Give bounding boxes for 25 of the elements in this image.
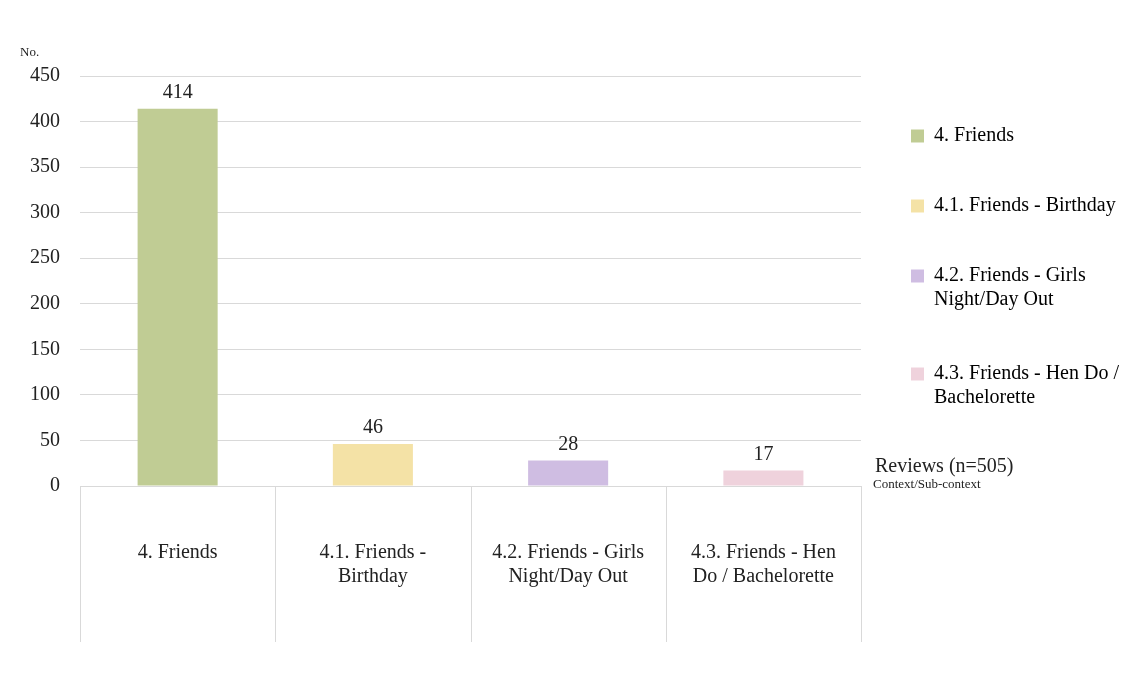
y-tick-label: 250 (30, 245, 60, 268)
data-label: 17 (753, 441, 774, 464)
y-tick-label: 400 (30, 108, 60, 131)
legend-label: 4.3. Friends - Hen Do / Bachelorette (934, 361, 1120, 408)
data-label: 28 (558, 431, 579, 454)
text: Reviews (n=505) (875, 454, 1014, 477)
y-tick-label: 350 (30, 154, 60, 177)
x-tick-label: 4. Friends (137, 540, 218, 563)
y-axis-title: No. (20, 44, 40, 60)
y-tick-label: 200 (30, 291, 60, 314)
x-tick-label: 4.1. Friends - Birthday (319, 540, 427, 588)
x-axis-title: Context/Sub-context (873, 476, 981, 492)
data-label: 414 (162, 80, 193, 103)
y-tick-label: 150 (30, 336, 60, 359)
x-tick-label: 4.3. Friends - Hen Do / Bachelorette (690, 540, 836, 587)
legend-label: 4.1. Friends - Birthday (934, 193, 1116, 217)
y-tick-label: 300 (30, 199, 60, 222)
y-tick-label: 100 (30, 382, 60, 405)
y-tick-label: 450 (30, 63, 60, 86)
legend-label: 4.2. Friends - Girls Night/Day Out (934, 263, 1086, 311)
legend-label: 4. Friends (934, 123, 1015, 146)
y-tick-label: 50 (40, 427, 60, 450)
y-tick-label: 0 (50, 473, 60, 496)
data-label: 46 (362, 415, 383, 438)
x-tick-label: 4.2. Friends - Girls Night/Day Out (492, 540, 645, 588)
